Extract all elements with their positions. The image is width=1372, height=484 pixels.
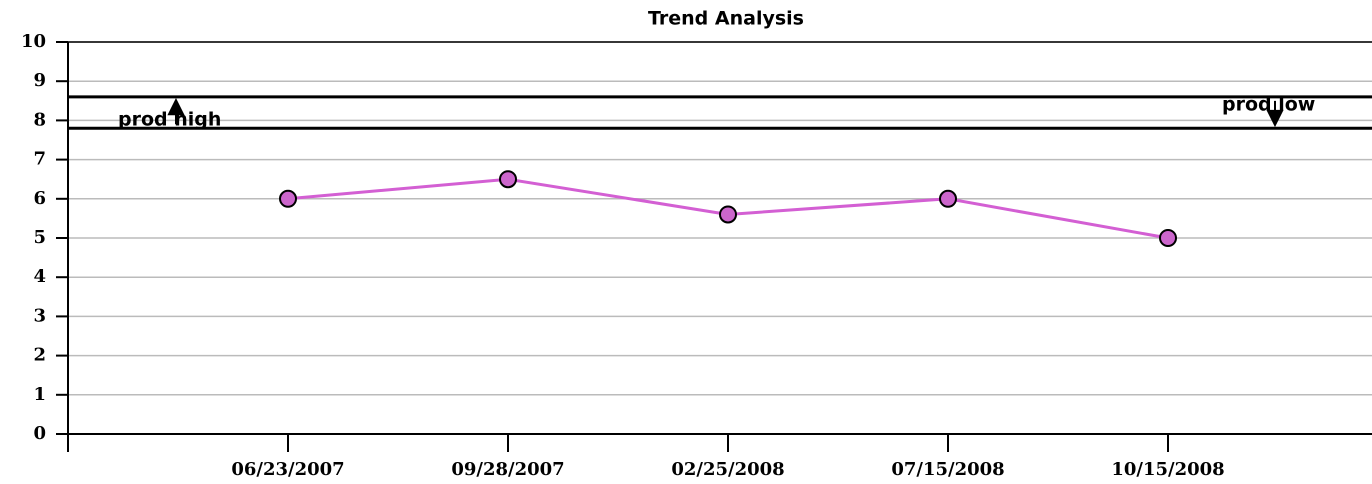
y-tick-label: 2 bbox=[33, 345, 46, 366]
x-tick-label: 10/15/2008 bbox=[1111, 459, 1224, 480]
threshold-arrow bbox=[167, 98, 185, 125]
y-tick-label: 4 bbox=[33, 266, 46, 287]
chart-title: Trend Analysis bbox=[648, 8, 804, 30]
y-tick-label: 0 bbox=[33, 423, 46, 444]
y-tick-label: 6 bbox=[33, 188, 46, 209]
x-tick-label: 09/28/2007 bbox=[451, 459, 564, 480]
data-point bbox=[1159, 229, 1177, 247]
threshold-label: prod low bbox=[1222, 93, 1315, 115]
y-tick-label: 5 bbox=[33, 227, 46, 248]
data-point bbox=[499, 170, 517, 189]
y-tick-label: 10 bbox=[21, 31, 46, 52]
data-point bbox=[939, 189, 957, 208]
y-tick-label: 1 bbox=[33, 384, 46, 405]
x-tick-label: 07/15/2008 bbox=[891, 459, 1004, 480]
data-point bbox=[719, 205, 737, 224]
x-tick-label: 06/23/2007 bbox=[231, 459, 344, 480]
y-tick-label: 3 bbox=[33, 305, 46, 326]
threshold-arrow bbox=[1266, 100, 1284, 128]
x-tick-label: 02/25/2008 bbox=[671, 459, 784, 480]
y-tick-label: 8 bbox=[33, 109, 46, 130]
data-point bbox=[279, 189, 297, 208]
y-tick-label: 7 bbox=[33, 149, 46, 170]
y-tick-label: 9 bbox=[33, 70, 46, 91]
threshold-label: prod high bbox=[118, 109, 221, 131]
